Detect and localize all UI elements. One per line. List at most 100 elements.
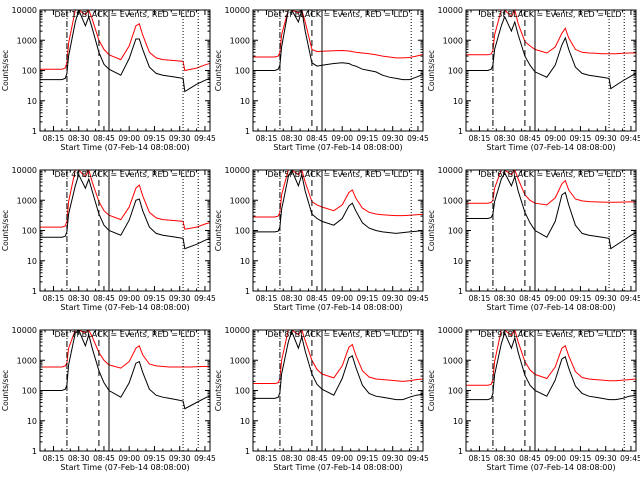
x-tick-label: 09:45: [407, 294, 429, 303]
chart-title: Det 4f BLACK = Events, RED = LLD: [54, 170, 195, 179]
x-tick-label: 08:45: [93, 454, 115, 463]
x-tick-label: 08:30: [68, 294, 90, 303]
x-tick-label: 09:15: [570, 294, 592, 303]
y-tick-label: 10: [27, 257, 37, 266]
y-tick-label: 1000: [443, 356, 463, 365]
y-tick-label: 1: [32, 447, 37, 456]
y-tick-label: 10000: [12, 6, 37, 15]
x-tick-label: 09:00: [118, 294, 140, 303]
y-tick-label: 10: [453, 257, 463, 266]
y-tick-label: 1000: [230, 196, 250, 205]
x-tick-label: 08:30: [494, 454, 516, 463]
x-tick-label: 09:00: [544, 294, 566, 303]
y-axis-label: Counts/sec: [214, 210, 223, 251]
x-tick-label: 08:45: [519, 454, 541, 463]
y-tick-label: 1: [245, 287, 250, 296]
series-group: [466, 10, 636, 90]
y-tick-label: 10000: [12, 326, 37, 335]
x-axis-label: Start Time (07-Feb-14 08:08:00): [486, 303, 615, 312]
series-lld: [253, 170, 423, 218]
x-tick-label: 08:45: [306, 134, 328, 143]
y-tick-label: 10000: [12, 166, 37, 175]
plot-frame: [465, 329, 637, 452]
x-tick-label: 08:45: [93, 134, 115, 143]
y-tick-label: 1000: [17, 196, 37, 205]
series-events: [466, 331, 636, 401]
series-group: [253, 10, 423, 81]
series-lld: [253, 330, 423, 384]
series-events: [253, 10, 423, 81]
x-tick-label: 08:30: [281, 294, 303, 303]
y-tick-label: 1: [458, 287, 463, 296]
y-tick-label: 1: [32, 287, 37, 296]
x-tick-label: 09:15: [570, 134, 592, 143]
x-axis-label: Start Time (07-Feb-14 08:08:00): [60, 143, 189, 152]
x-tick-label: 09:15: [357, 454, 379, 463]
y-tick-label: 10000: [438, 326, 463, 335]
y-tick-label: 1000: [17, 356, 37, 365]
y-tick-label: 100: [448, 387, 463, 396]
chart-title: Det 3f BLACK = Events, RED = LLD: [480, 10, 621, 19]
y-axis-label: Counts/sec: [1, 210, 10, 251]
chart-title: Det 5f BLACK = Events, RED = LLD: [267, 170, 408, 179]
series-events: [40, 173, 210, 250]
series-events: [40, 330, 210, 410]
series-events: [253, 330, 423, 401]
y-tick-label: 10: [240, 97, 250, 106]
y-tick-label: 10: [27, 417, 37, 426]
x-tick-label: 09:30: [595, 134, 617, 143]
series-events: [40, 10, 210, 93]
chart-panel-7: 1 10 100 1000 10000 08:15 08:30 08:45 09:00 09:15…: [1, 326, 216, 472]
x-tick-label: 09:30: [169, 134, 191, 143]
y-axis-label: Counts/sec: [427, 370, 436, 411]
y-tick-label: 10: [453, 97, 463, 106]
chart-panel-1: 1 10 100 1000 10000 08:15 08:30 08:45 09:00 09:15…: [1, 6, 216, 152]
x-tick-label: 09:45: [407, 454, 429, 463]
y-tick-label: 10: [240, 417, 250, 426]
x-tick-label: 08:45: [306, 294, 328, 303]
series-group: [466, 170, 636, 250]
chart-panel-6: 1 10 100 1000 10000 08:15 08:30 08:45 09:00 09:15…: [427, 166, 640, 312]
x-tick-label: 09:30: [169, 294, 191, 303]
chart-title: Det 2f BLACK = Events, RED = LLD: [267, 10, 408, 19]
x-tick-label: 08:15: [469, 294, 491, 303]
y-tick-label: 10: [27, 97, 37, 106]
plot-frame: [39, 169, 211, 292]
x-axis-label: Start Time (07-Feb-14 08:08:00): [60, 303, 189, 312]
x-tick-label: 09:00: [331, 134, 353, 143]
x-tick-label: 08:30: [494, 134, 516, 143]
series-events: [466, 171, 636, 250]
x-tick-label: 08:45: [519, 294, 541, 303]
y-tick-label: 1000: [17, 36, 37, 45]
x-tick-label: 09:45: [407, 134, 429, 143]
series-group: [40, 330, 210, 410]
x-tick-label: 09:15: [144, 294, 166, 303]
x-tick-label: 08:30: [494, 294, 516, 303]
x-tick-label: 08:15: [43, 294, 65, 303]
x-tick-label: 08:15: [43, 134, 65, 143]
y-tick-label: 1: [458, 447, 463, 456]
y-tick-label: 100: [448, 227, 463, 236]
x-tick-label: 08:30: [281, 134, 303, 143]
y-tick-label: 100: [22, 387, 37, 396]
y-axis-label: Counts/sec: [214, 50, 223, 91]
y-axis-label: Counts/sec: [427, 210, 436, 251]
x-axis-label: Start Time (07-Feb-14 08:08:00): [273, 303, 402, 312]
y-tick-label: 1000: [443, 196, 463, 205]
y-tick-label: 100: [235, 227, 250, 236]
x-tick-label: 09:30: [382, 134, 404, 143]
y-axis-label: Counts/sec: [1, 370, 10, 411]
x-tick-label: 08:15: [256, 454, 278, 463]
x-tick-label: 09:00: [118, 454, 140, 463]
x-tick-label: 09:45: [620, 454, 640, 463]
y-tick-label: 1: [458, 127, 463, 136]
y-tick-label: 1000: [230, 356, 250, 365]
x-tick-label: 09:15: [144, 454, 166, 463]
chart-panel-8: 1 10 100 1000 10000 08:15 08:30 08:45 09:00 09:15…: [214, 326, 429, 472]
x-tick-label: 08:45: [93, 294, 115, 303]
x-tick-label: 09:15: [570, 454, 592, 463]
series-lld: [40, 170, 210, 230]
x-tick-label: 08:15: [469, 134, 491, 143]
x-tick-label: 09:30: [595, 454, 617, 463]
